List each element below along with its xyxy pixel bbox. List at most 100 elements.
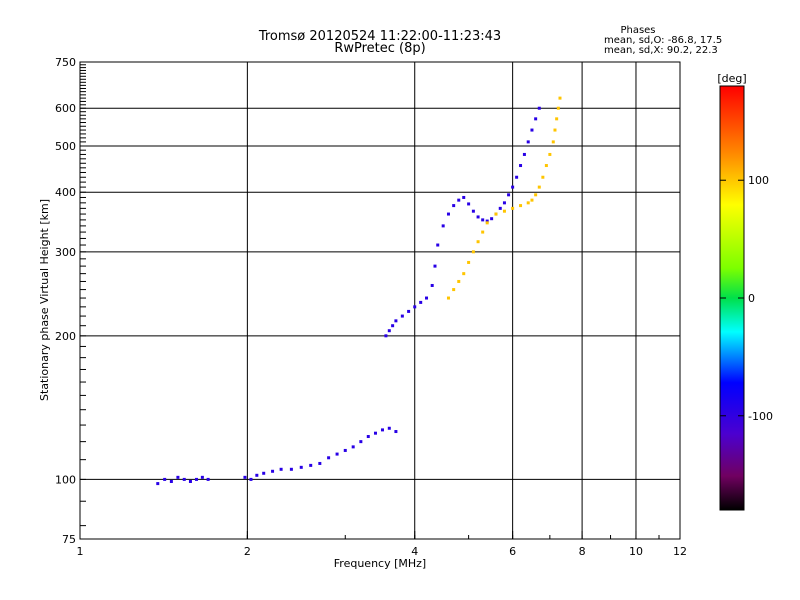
scatter-points <box>156 96 562 486</box>
data-point <box>255 473 259 477</box>
data-point <box>343 448 347 452</box>
data-point <box>391 324 395 328</box>
data-point <box>471 250 475 254</box>
data-point <box>419 300 423 304</box>
data-point <box>530 198 534 202</box>
data-point <box>394 430 398 434</box>
x-tick-label: 10 <box>629 545 643 558</box>
data-point <box>457 198 461 202</box>
data-point <box>548 152 552 156</box>
data-point <box>194 477 198 481</box>
data-point <box>556 106 560 110</box>
data-point <box>530 128 534 132</box>
chart-subtitle: RwPretec (8p) <box>334 41 425 56</box>
x-tick-label: 12 <box>673 545 687 558</box>
data-point <box>366 435 370 439</box>
y-tick-label: 300 <box>55 246 76 259</box>
data-point <box>502 209 506 213</box>
y-tick-label: 600 <box>55 102 76 115</box>
x-tick-label: 2 <box>244 545 251 558</box>
data-point <box>200 475 204 479</box>
data-point <box>558 96 562 100</box>
phases-title: Phases <box>620 25 655 36</box>
chart-title: Tromsø 20120524 11:22:00-11:23:43 <box>258 29 501 44</box>
data-point <box>441 224 445 228</box>
data-point <box>467 202 471 206</box>
y-tick-label: 750 <box>55 56 76 69</box>
data-point <box>541 175 545 179</box>
data-point <box>551 140 555 144</box>
data-point <box>373 431 377 435</box>
data-point <box>446 212 450 216</box>
data-point <box>519 204 523 208</box>
x-axis-ticks: 1 2 4 6 8 10 12 <box>77 531 687 558</box>
data-point <box>452 288 456 292</box>
data-point <box>387 329 391 333</box>
plot-area <box>79 61 681 540</box>
data-point <box>534 117 538 121</box>
colorbar-tick-label: -100 <box>748 410 773 423</box>
data-point <box>511 206 515 210</box>
y-axis-label: Stationary phase Virtual Height [km] <box>38 199 51 401</box>
data-point <box>476 215 480 219</box>
colorbar-tick-label: 0 <box>748 292 755 305</box>
data-point <box>400 314 404 318</box>
data-point <box>176 475 180 479</box>
data-point <box>394 319 398 323</box>
data-point <box>467 260 471 264</box>
data-point <box>169 479 173 483</box>
data-point <box>462 272 466 276</box>
phases-line-o: mean, sd,O: -86.8, 17.5 <box>604 35 722 46</box>
data-point <box>433 264 437 268</box>
data-point <box>163 477 167 481</box>
data-point <box>351 445 355 449</box>
data-point <box>507 193 511 197</box>
data-point <box>359 440 363 444</box>
data-point <box>425 296 429 300</box>
data-point <box>498 206 502 210</box>
colorbar-tick-label: 100 <box>748 174 769 187</box>
y-tick-label: 100 <box>55 473 76 486</box>
data-point <box>335 452 339 456</box>
data-point <box>526 201 530 205</box>
data-point <box>384 334 388 338</box>
data-point <box>156 482 160 486</box>
data-point <box>182 477 186 481</box>
data-point <box>380 428 384 432</box>
data-point <box>534 193 538 197</box>
data-point <box>279 467 283 471</box>
data-point <box>188 479 192 483</box>
data-point <box>430 283 434 287</box>
data-point <box>490 217 494 221</box>
x-tick-label: 6 <box>509 545 516 558</box>
data-point <box>249 477 253 481</box>
x-tick-label: 1 <box>77 545 84 558</box>
data-point <box>243 475 247 479</box>
data-point <box>262 471 266 475</box>
data-point <box>387 426 391 430</box>
data-point <box>318 461 322 465</box>
data-point <box>515 175 519 179</box>
data-point <box>476 240 480 244</box>
data-point <box>271 469 275 473</box>
data-point <box>485 221 489 225</box>
data-point <box>526 140 530 144</box>
phases-line-x: mean, sd,X: 90.2, 22.3 <box>604 45 718 56</box>
x-axis-label: Frequency [MHz] <box>334 557 426 570</box>
y-axis-ticks: 75 100 200 300 400 500 600 750 <box>55 56 86 546</box>
data-point <box>462 195 466 199</box>
data-point <box>519 164 523 168</box>
data-point <box>299 465 303 469</box>
data-point <box>446 296 450 300</box>
data-point <box>555 117 559 121</box>
x-tick-label: 8 <box>579 545 586 558</box>
data-point <box>309 463 313 467</box>
data-point <box>537 185 541 189</box>
data-point <box>206 477 210 481</box>
data-point <box>553 128 557 132</box>
data-point <box>511 185 515 189</box>
colorbar-ticks: 100 0 -100 <box>720 174 773 423</box>
gridlines <box>80 62 680 539</box>
data-point <box>494 212 498 216</box>
